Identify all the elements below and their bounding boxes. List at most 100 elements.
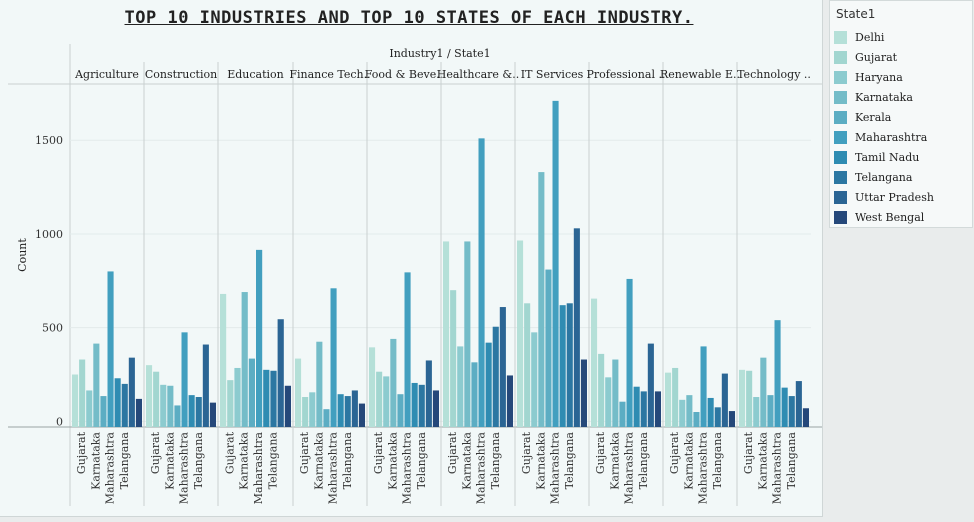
bar[interactable]	[72, 374, 79, 427]
bar[interactable]	[686, 395, 693, 427]
bar[interactable]	[612, 359, 619, 427]
bar[interactable]	[538, 172, 545, 427]
bar[interactable]	[220, 293, 227, 427]
bar[interactable]	[425, 360, 432, 427]
bar[interactable]	[485, 342, 492, 427]
bar[interactable]	[390, 338, 397, 427]
bar[interactable]	[760, 357, 767, 427]
bar[interactable]	[383, 376, 390, 427]
bar[interactable]	[714, 407, 721, 427]
bar[interactable]	[316, 341, 323, 427]
bar[interactable]	[404, 272, 411, 427]
bar[interactable]	[517, 240, 524, 427]
bar[interactable]	[506, 375, 513, 427]
bar[interactable]	[598, 353, 605, 427]
legend-item[interactable]: Tamil Nadu	[830, 147, 972, 167]
bar[interactable]	[114, 378, 121, 427]
legend-item[interactable]: Uttar Pradesh	[830, 187, 972, 207]
bar[interactable]	[457, 346, 464, 427]
bar[interactable]	[376, 371, 383, 427]
bar[interactable]	[802, 408, 809, 427]
bar[interactable]	[665, 372, 672, 427]
bar[interactable]	[270, 370, 277, 427]
bar[interactable]	[181, 332, 188, 427]
bar[interactable]	[464, 241, 471, 427]
legend-item[interactable]: Kerala	[830, 107, 972, 127]
bar[interactable]	[248, 358, 255, 427]
bar[interactable]	[781, 387, 788, 427]
bar[interactable]	[721, 373, 728, 427]
legend-item[interactable]: West Bengal	[830, 207, 972, 227]
bar[interactable]	[795, 381, 802, 427]
bar[interactable]	[788, 396, 795, 427]
bar[interactable]	[284, 385, 291, 427]
bar[interactable]	[753, 397, 760, 427]
bar[interactable]	[344, 396, 351, 427]
bar[interactable]	[330, 288, 337, 427]
bar[interactable]	[358, 403, 365, 427]
legend-item[interactable]: Telangana	[830, 167, 972, 187]
bar[interactable]	[432, 390, 439, 427]
bar[interactable]	[605, 377, 612, 427]
bar[interactable]	[202, 344, 209, 427]
bar[interactable]	[450, 290, 457, 427]
bar[interactable]	[443, 241, 450, 427]
bar[interactable]	[633, 386, 640, 427]
bar[interactable]	[167, 385, 174, 427]
bar[interactable]	[672, 367, 679, 427]
bar[interactable]	[700, 346, 707, 427]
bar[interactable]	[640, 391, 647, 427]
bar[interactable]	[591, 298, 598, 427]
bar[interactable]	[153, 371, 160, 427]
bar[interactable]	[679, 399, 686, 427]
legend-item[interactable]: Karnataka	[830, 87, 972, 107]
bar[interactable]	[256, 249, 263, 427]
legend-item[interactable]: Delhi	[830, 27, 972, 47]
bar[interactable]	[545, 269, 552, 427]
bar[interactable]	[135, 398, 142, 427]
bar[interactable]	[209, 402, 216, 427]
legend-item[interactable]: Maharashtra	[830, 127, 972, 147]
bar[interactable]	[309, 392, 316, 427]
bar[interactable]	[195, 397, 202, 427]
bar[interactable]	[397, 394, 404, 427]
bar[interactable]	[146, 365, 153, 427]
bar[interactable]	[79, 359, 86, 427]
bar[interactable]	[369, 347, 376, 427]
bar[interactable]	[100, 396, 107, 427]
bar[interactable]	[552, 100, 559, 428]
bar[interactable]	[767, 395, 774, 427]
bar[interactable]	[86, 390, 93, 427]
bar[interactable]	[121, 383, 128, 427]
bar[interactable]	[128, 357, 135, 427]
bar[interactable]	[263, 369, 270, 427]
bar[interactable]	[580, 359, 587, 427]
bar[interactable]	[337, 394, 344, 427]
bar[interactable]	[531, 332, 538, 427]
bar[interactable]	[418, 384, 425, 427]
bar[interactable]	[573, 228, 580, 427]
bar[interactable]	[471, 362, 478, 427]
bar[interactable]	[107, 271, 114, 427]
bar[interactable]	[619, 401, 626, 427]
bar[interactable]	[351, 390, 358, 427]
bar[interactable]	[492, 326, 499, 427]
bar[interactable]	[524, 303, 531, 427]
bar[interactable]	[707, 397, 714, 427]
bar[interactable]	[323, 409, 330, 427]
legend-item[interactable]: Haryana	[830, 67, 972, 87]
bar[interactable]	[160, 384, 167, 427]
bar[interactable]	[277, 319, 284, 427]
bar[interactable]	[478, 138, 485, 427]
bar[interactable]	[174, 405, 181, 427]
bar[interactable]	[774, 320, 781, 427]
bar[interactable]	[241, 292, 248, 427]
bar[interactable]	[566, 303, 573, 427]
bar[interactable]	[746, 370, 753, 427]
bar[interactable]	[499, 307, 506, 427]
bar[interactable]	[302, 397, 309, 427]
bar[interactable]	[654, 391, 661, 427]
bar[interactable]	[234, 367, 241, 427]
bar[interactable]	[728, 411, 735, 427]
bar[interactable]	[295, 358, 302, 427]
